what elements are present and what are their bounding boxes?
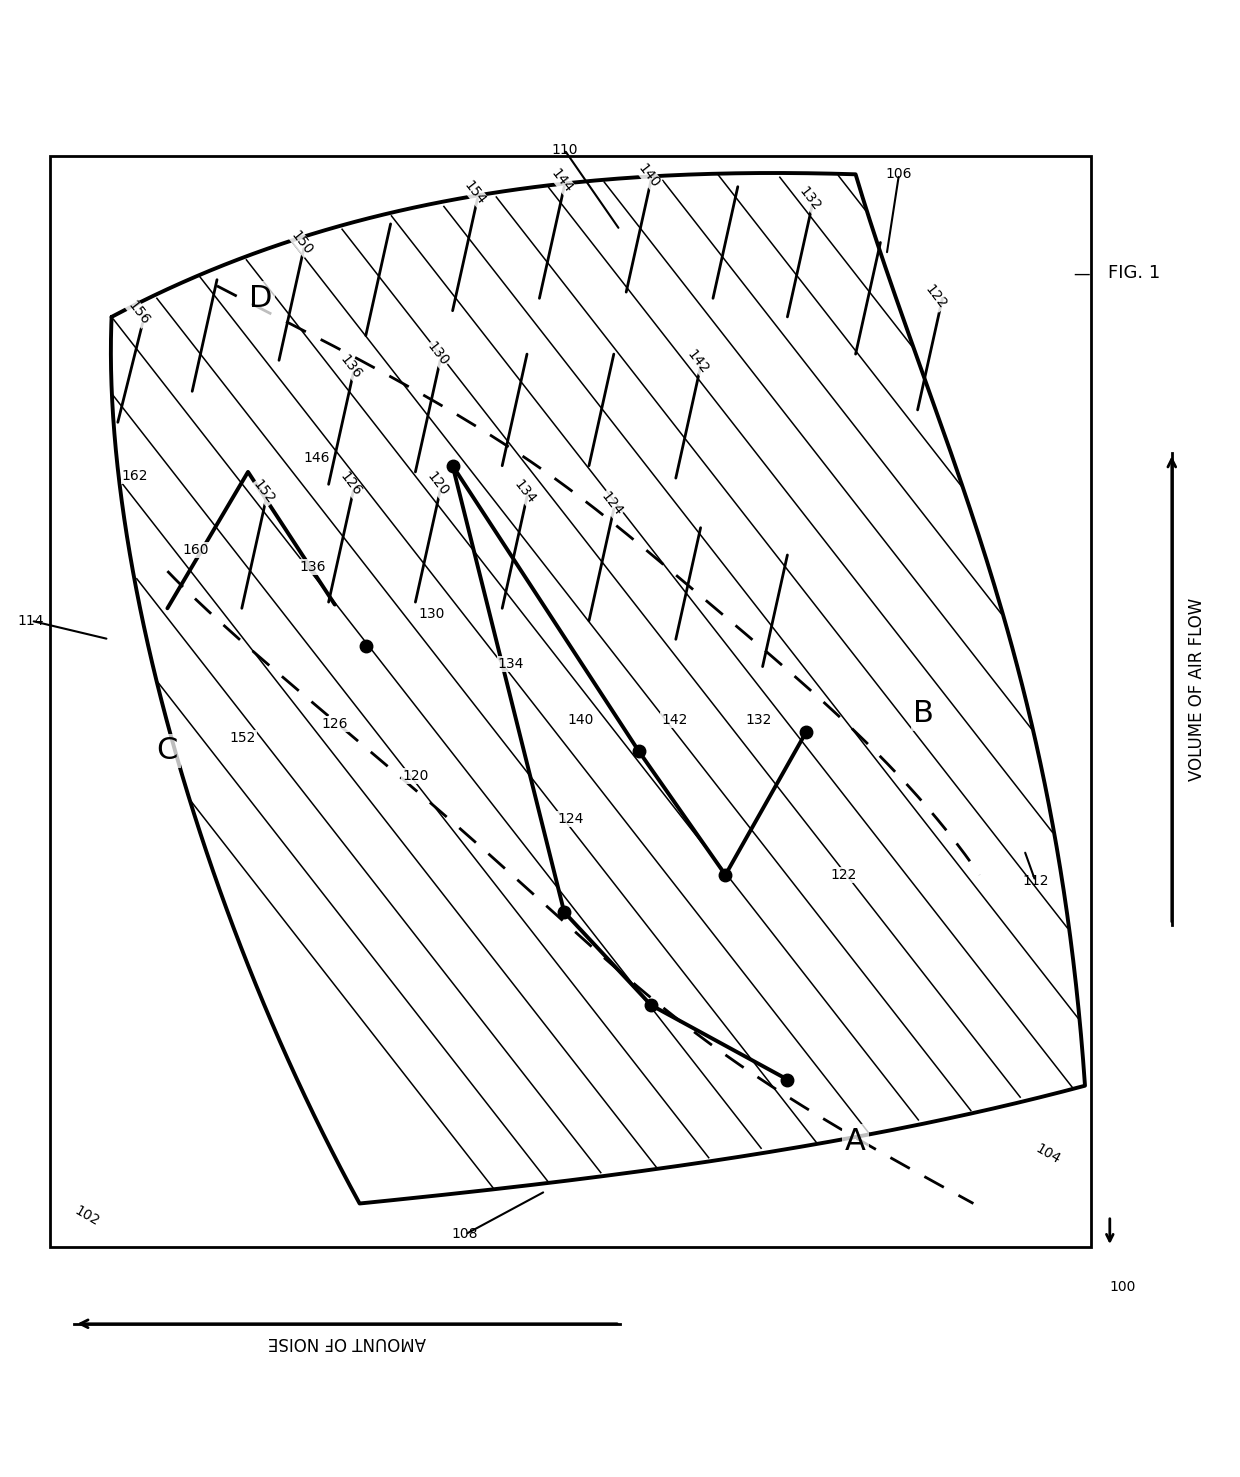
Text: 126: 126 [337,470,365,499]
Text: 144: 144 [548,165,575,195]
Text: 134: 134 [511,477,538,507]
Text: 152: 152 [229,731,257,746]
Text: 108: 108 [451,1227,479,1242]
Text: VOLUME OF AIR FLOW: VOLUME OF AIR FLOW [1188,597,1205,780]
Text: 102: 102 [72,1204,102,1229]
Text: FIG. 1: FIG. 1 [1109,264,1161,282]
Text: AMOUNT OF NOISE: AMOUNT OF NOISE [268,1334,427,1351]
Text: D: D [249,284,272,313]
Text: 154: 154 [461,179,489,208]
Text: 140: 140 [567,713,594,727]
Text: 140: 140 [635,161,662,191]
Text: 156: 156 [125,298,153,328]
Text: 122: 122 [923,282,950,312]
Text: 132: 132 [796,185,823,214]
Text: 120: 120 [424,470,451,499]
Text: 134: 134 [497,657,525,671]
Text: 130: 130 [418,607,445,622]
Text: 136: 136 [299,560,326,575]
Text: 100: 100 [1109,1279,1136,1294]
Text: 150: 150 [288,227,315,257]
Text: 120: 120 [402,768,429,783]
Text: 162: 162 [122,468,149,483]
Text: 132: 132 [745,713,773,727]
Text: 112: 112 [1022,874,1049,888]
Bar [50,155,1091,1247]
Text: 122: 122 [830,868,857,882]
Text: 130: 130 [424,340,451,369]
Text: 104: 104 [1033,1142,1063,1167]
Text: 160: 160 [182,544,210,557]
Text: 136: 136 [337,352,365,381]
Text: 110: 110 [551,142,578,157]
Text: 126: 126 [321,716,348,731]
Text: 106: 106 [885,167,913,182]
Text: 152: 152 [250,477,278,507]
Text: 124: 124 [557,812,584,826]
Text: C: C [156,737,179,765]
Text: B: B [914,699,934,728]
Text: 142: 142 [684,347,712,377]
Text: A: A [846,1127,866,1156]
Text: 114: 114 [17,614,45,628]
Text: —: — [1073,264,1090,282]
Text: 124: 124 [598,489,625,518]
Text: 146: 146 [303,452,330,465]
Polygon shape [110,173,1085,1204]
Text: 142: 142 [661,713,688,727]
